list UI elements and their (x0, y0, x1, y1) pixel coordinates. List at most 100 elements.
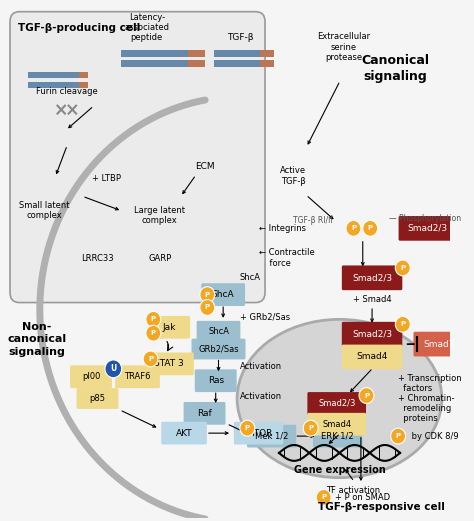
Text: STAT 3: STAT 3 (155, 359, 184, 368)
FancyBboxPatch shape (234, 422, 283, 444)
Circle shape (346, 220, 361, 236)
Ellipse shape (237, 319, 442, 478)
Circle shape (143, 351, 158, 367)
Text: P: P (364, 392, 369, 399)
Text: p85: p85 (90, 394, 106, 403)
Text: ECM: ECM (195, 162, 214, 170)
Text: P: P (151, 316, 156, 322)
FancyBboxPatch shape (195, 369, 237, 392)
Text: pI00: pI00 (82, 372, 100, 381)
Text: P: P (400, 321, 405, 327)
FancyBboxPatch shape (399, 216, 457, 241)
Circle shape (359, 388, 374, 403)
FancyBboxPatch shape (247, 425, 296, 448)
FancyBboxPatch shape (214, 60, 260, 67)
FancyBboxPatch shape (342, 265, 402, 290)
FancyBboxPatch shape (413, 332, 465, 356)
FancyBboxPatch shape (27, 82, 79, 88)
Text: GRb2/Sas: GRb2/Sas (198, 344, 239, 354)
Text: + Transcription
  factors: + Transcription factors (398, 374, 462, 393)
FancyBboxPatch shape (79, 82, 88, 88)
FancyBboxPatch shape (201, 283, 245, 306)
Text: Furin cleavage: Furin cleavage (36, 88, 98, 96)
Text: Smad2/3: Smad2/3 (318, 399, 356, 408)
Text: P: P (321, 494, 326, 501)
Text: P: P (148, 356, 153, 362)
Text: Non-
canonical
signaling: Non- canonical signaling (8, 322, 66, 356)
Text: Small latent
complex: Small latent complex (19, 201, 70, 220)
Text: + LTBP: + LTBP (92, 175, 121, 183)
FancyBboxPatch shape (148, 316, 190, 339)
FancyBboxPatch shape (307, 392, 366, 415)
FancyBboxPatch shape (10, 11, 265, 303)
Text: Smad2/3: Smad2/3 (408, 224, 448, 233)
FancyBboxPatch shape (115, 365, 160, 388)
Text: Raf: Raf (197, 409, 212, 418)
Text: Jak: Jak (163, 323, 176, 332)
Circle shape (363, 220, 378, 236)
Text: AKT: AKT (176, 429, 192, 438)
Text: ← Integrins: ← Integrins (258, 224, 306, 233)
FancyBboxPatch shape (342, 322, 402, 346)
FancyBboxPatch shape (121, 60, 188, 67)
Text: TGF-β-responsive cell: TGF-β-responsive cell (318, 502, 445, 512)
Text: P: P (396, 433, 401, 439)
Text: P: P (368, 226, 373, 231)
FancyBboxPatch shape (70, 365, 112, 388)
FancyBboxPatch shape (307, 413, 366, 436)
Text: Activation: Activation (240, 392, 282, 401)
Circle shape (391, 428, 406, 444)
Text: + Smad4: + Smad4 (353, 295, 392, 304)
Text: P: P (151, 330, 156, 336)
Text: ShcA: ShcA (212, 290, 235, 299)
FancyBboxPatch shape (260, 60, 274, 67)
Text: Smad4: Smad4 (322, 420, 351, 429)
Text: P: P (205, 292, 210, 297)
Text: P: P (245, 425, 250, 431)
Text: ShcA: ShcA (208, 327, 229, 336)
Text: TGF-β: TGF-β (227, 33, 253, 42)
Circle shape (240, 420, 255, 436)
Text: + GRb2/Sas: + GRb2/Sas (240, 313, 290, 322)
FancyBboxPatch shape (342, 344, 402, 369)
FancyBboxPatch shape (260, 50, 274, 57)
Text: Latency-
associated
peptide: Latency- associated peptide (124, 13, 169, 42)
Text: mTOR: mTOR (245, 429, 272, 438)
Circle shape (395, 260, 410, 276)
Text: TGF-β-producing cell: TGF-β-producing cell (18, 22, 141, 33)
FancyBboxPatch shape (161, 422, 207, 444)
FancyBboxPatch shape (183, 402, 226, 425)
Text: LRRC33: LRRC33 (81, 254, 114, 263)
Text: Active
TGF-β: Active TGF-β (280, 166, 306, 185)
Text: ERK 1/2: ERK 1/2 (321, 431, 354, 441)
Circle shape (146, 325, 161, 341)
Text: TGF-β RI/II: TGF-β RI/II (293, 216, 333, 225)
Text: Ras: Ras (208, 376, 224, 385)
Circle shape (200, 287, 215, 303)
Text: Smad4: Smad4 (356, 353, 388, 362)
Text: + Chromatin-
  remodeling
  proteins: + Chromatin- remodeling proteins (398, 393, 455, 423)
Text: P: P (205, 304, 210, 311)
Text: Gene expression: Gene expression (293, 465, 385, 475)
FancyBboxPatch shape (197, 321, 240, 342)
Text: — Phosphorylation: — Phosphorylation (389, 214, 461, 223)
Text: Smad7: Smad7 (423, 340, 455, 349)
Text: U: U (110, 364, 117, 374)
FancyBboxPatch shape (188, 50, 205, 57)
FancyBboxPatch shape (188, 60, 205, 67)
Text: TF activation: TF activation (327, 486, 381, 495)
Circle shape (316, 490, 331, 505)
Circle shape (146, 312, 161, 327)
FancyBboxPatch shape (214, 50, 260, 57)
Text: + P on SMAD: + P on SMAD (335, 493, 390, 502)
FancyBboxPatch shape (313, 425, 362, 448)
Circle shape (105, 360, 122, 378)
Circle shape (303, 420, 318, 436)
Text: Large latent
complex: Large latent complex (134, 206, 185, 225)
Text: TRAF6: TRAF6 (124, 372, 151, 381)
FancyBboxPatch shape (191, 339, 246, 359)
FancyBboxPatch shape (121, 50, 188, 57)
FancyBboxPatch shape (27, 72, 79, 78)
Text: Smad2/3: Smad2/3 (352, 274, 392, 282)
FancyBboxPatch shape (145, 353, 194, 375)
